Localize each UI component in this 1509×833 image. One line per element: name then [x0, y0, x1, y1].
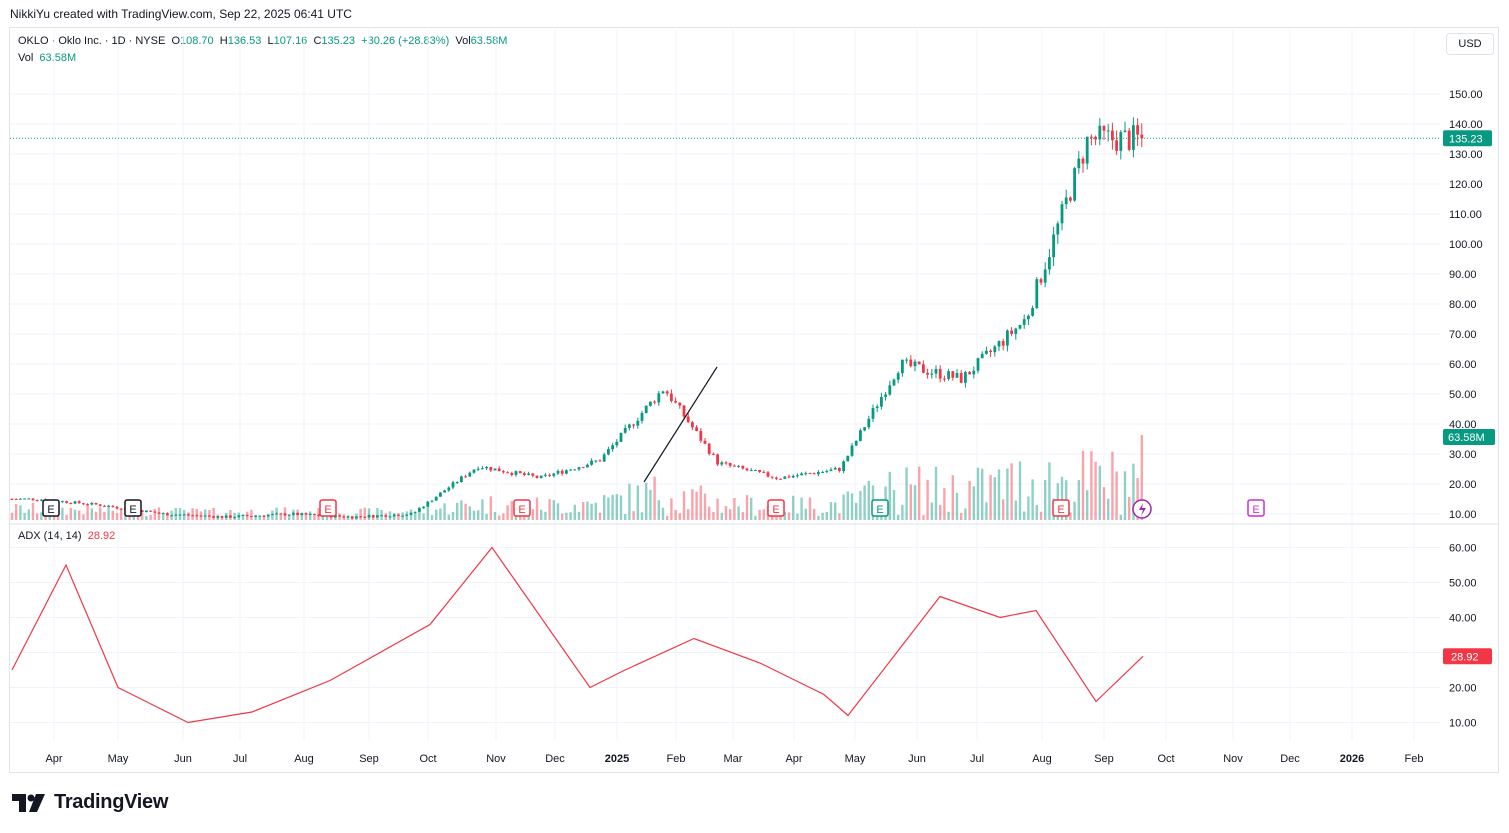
volume-legend-label[interactable]: Vol	[18, 52, 34, 64]
symbol-label[interactable]: OKLO · Oklo Inc. · 1D · NYSE	[18, 35, 166, 47]
brand-logo[interactable]: TradingView	[12, 791, 168, 814]
adx-legend-label[interactable]: ADX (14, 14)	[18, 530, 82, 542]
change-value: +30.26 (+28.83%)	[361, 35, 450, 47]
vol-value: 63.58M	[470, 35, 508, 47]
high-label: H	[219, 35, 228, 47]
volume-legend-value: 63.58M	[39, 52, 77, 64]
low-value: 107.16	[273, 35, 308, 47]
chart-frame	[9, 27, 1499, 773]
vol-label: Vol	[455, 35, 471, 47]
currency-button[interactable]: USD	[1446, 33, 1494, 55]
open-label: O	[171, 35, 181, 47]
adx-legend-value: 28.92	[87, 530, 116, 542]
close-label: C	[313, 35, 322, 47]
brand-name: TradingView	[54, 791, 169, 813]
open-value: 108.70	[180, 35, 214, 47]
volume-legend: Vol 63.58M	[18, 52, 76, 64]
chart-credit: NikkiYu created with TradingView.com, Se…	[10, 7, 352, 21]
low-label: L	[267, 35, 274, 47]
close-value: 135.23	[321, 35, 356, 47]
main-legend: OKLO · Oklo Inc. · 1D · NYSE O108.70 H13…	[18, 35, 507, 47]
adx-legend: ADX (14, 14) 28.92	[18, 530, 115, 542]
high-value: 136.53	[227, 35, 262, 47]
tradingview-logo-icon	[12, 793, 45, 812]
